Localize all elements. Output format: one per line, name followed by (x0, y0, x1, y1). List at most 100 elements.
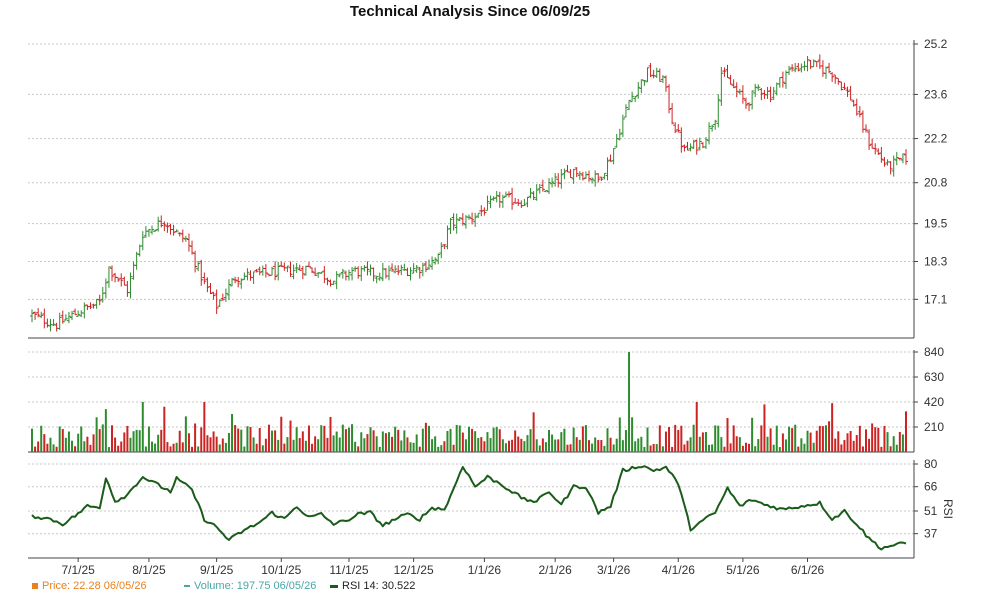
price-bar (128, 272, 133, 299)
price-bar (753, 83, 758, 97)
price-bar (627, 99, 632, 110)
price-bar (799, 63, 804, 73)
price-bar (146, 228, 151, 237)
price-bar (787, 65, 792, 75)
price-bar (377, 272, 382, 281)
price-bar (743, 97, 748, 109)
price-bar (593, 170, 598, 187)
price-bar (134, 251, 139, 270)
price-bar (713, 119, 718, 130)
price-bar (765, 86, 770, 99)
price-bar (904, 149, 908, 165)
chart-title: Technical Analysis Since 06/09/25 (350, 3, 590, 20)
price-bar (460, 213, 465, 226)
price-bar (402, 263, 407, 271)
price-bar (507, 191, 512, 198)
price-bar (670, 103, 675, 125)
price-bar (365, 261, 370, 276)
price-bar (863, 124, 868, 133)
price-bar (747, 102, 752, 112)
price-bar (823, 66, 828, 79)
price-bar (697, 137, 702, 151)
price-bar (639, 79, 644, 94)
price-bar (122, 276, 127, 286)
price-bar (276, 261, 281, 281)
price-bar (839, 81, 844, 91)
price-bar (620, 114, 625, 138)
price-bar (528, 187, 533, 199)
price-bar (759, 88, 764, 101)
price-bar (876, 148, 881, 155)
price-bar (562, 168, 567, 180)
price-bar (602, 172, 607, 180)
price-bar (740, 85, 745, 104)
date-axis: 7/1/25 8/1/25 9/1/25 10/1/25 11/1/25 12/1/25 1… (61, 558, 825, 577)
price-bar (559, 168, 564, 189)
price-bar (282, 262, 287, 271)
price-bar (223, 288, 228, 302)
price-bar (97, 294, 102, 306)
price-bar (756, 84, 761, 92)
price-bar (894, 151, 899, 166)
price-bar (577, 171, 582, 180)
price-bar (150, 225, 155, 235)
legend-volume-label: Volume: 197.75 06/05/26 (194, 580, 317, 592)
price-bar (319, 271, 324, 274)
date-tick-label: 8/1/25 (132, 563, 166, 577)
price-bar (691, 139, 696, 150)
price-bar (174, 229, 179, 233)
price-bar (245, 268, 250, 281)
price-bar (519, 200, 524, 209)
price-bar (553, 172, 558, 187)
price-bar (657, 68, 662, 82)
price-bar (350, 267, 355, 281)
price-bar (503, 191, 508, 198)
price-bar (768, 86, 773, 103)
price-bar (310, 267, 315, 273)
volume-tick-label: 840 (924, 345, 944, 359)
price-tick-label: 17.1 (924, 292, 948, 306)
price-bar (423, 261, 428, 273)
price-bar (851, 99, 856, 107)
price-bar (331, 280, 336, 286)
rsi-tick-label: 51 (924, 504, 938, 518)
price-bar (897, 157, 902, 161)
price-bar (180, 229, 185, 243)
price-bar (51, 319, 56, 327)
price-bar (500, 194, 505, 208)
price-bar (685, 141, 690, 151)
price-bar (827, 62, 832, 74)
price-bar (617, 128, 622, 141)
volume-tick-label: 210 (924, 420, 944, 434)
price-bar (300, 266, 305, 280)
price-bar (725, 64, 730, 79)
price-bar (783, 70, 788, 89)
price-bar (688, 143, 693, 152)
legend-rsi-label: RSI 14: 30.522 (342, 580, 416, 592)
price-bar (614, 133, 619, 148)
price-bar (774, 82, 779, 96)
price-bar (611, 147, 616, 165)
rsi-legend-icon (330, 584, 338, 588)
price-bar (848, 85, 853, 101)
price-bar (297, 264, 302, 271)
price-tick-label: 22.2 (924, 132, 948, 146)
price-bar (651, 69, 656, 79)
date-tick-label: 3/1/26 (597, 563, 631, 577)
price-bar (214, 289, 219, 314)
price-bar (291, 264, 296, 280)
price-bar (386, 265, 391, 281)
price-bar (534, 184, 539, 201)
price-bar (177, 232, 182, 237)
price-bar (882, 157, 887, 167)
price-bar (583, 171, 588, 180)
price-bar (76, 310, 81, 317)
price-bar (233, 276, 238, 284)
price-bar (599, 176, 604, 181)
date-tick-label: 9/1/25 (200, 563, 234, 577)
price-bar (857, 106, 862, 118)
price-bar (454, 213, 459, 234)
price-bar (845, 86, 850, 97)
price-bar (254, 268, 259, 273)
price-bar (356, 266, 361, 279)
